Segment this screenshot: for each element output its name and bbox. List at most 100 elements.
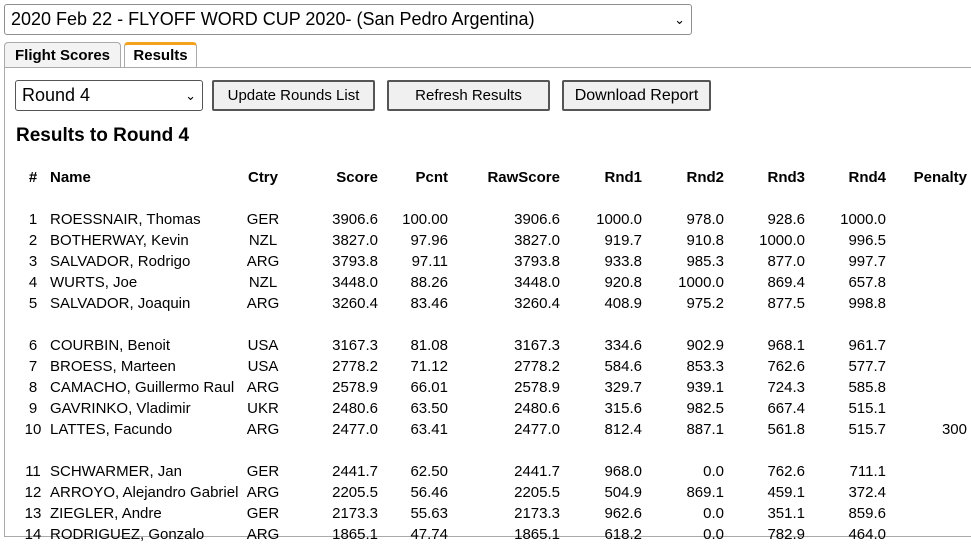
col-rawscore-cell: 2173.3 [514, 505, 560, 522]
col-rnd1-header: Rnd1 [604, 168, 643, 186]
col-num-cell: 1 [28, 211, 38, 228]
col-name-cell: WURTS, Joe [50, 274, 138, 291]
col-num-cell: 8 [28, 379, 38, 396]
col-score-cell: 2477.0 [332, 421, 378, 438]
col-rnd3-cell: 1000.0 [759, 232, 805, 249]
col-ctry-cell: GER [246, 463, 280, 480]
col-penalty-cell [886, 209, 967, 230]
col-name-cell: ZIEGLER, Andre [50, 505, 162, 522]
row-spacer [22, 314, 967, 335]
col-name-cell: SALVADOR, Rodrigo [50, 253, 191, 270]
col-pcnt-cell: 100.00 [402, 211, 448, 228]
event-select[interactable]: 2020 Feb 22 - FLYOFF WORD CUP 2020- (San… [4, 4, 692, 35]
col-rawscore-cell: 2477.0 [514, 421, 560, 438]
col-rnd3-cell: 877.0 [767, 253, 805, 270]
col-num-cell: 3 [28, 253, 38, 270]
col-num-cell: 12 [24, 484, 42, 501]
col-rnd4-cell: 997.7 [848, 253, 886, 270]
col-score-cell: 3260.4 [332, 295, 378, 312]
col-penalty-cell [886, 272, 967, 293]
col-rnd4-cell: 515.7 [848, 421, 886, 438]
row-spacer [22, 188, 967, 209]
col-rnd1-cell: 920.8 [604, 274, 642, 291]
col-num-cell: 14 [24, 526, 42, 543]
col-rnd3-cell: 782.9 [767, 526, 805, 543]
col-penalty-cell [886, 230, 967, 251]
update-rounds-button[interactable]: Update Rounds List [212, 80, 375, 111]
col-rnd3-cell: 762.6 [767, 463, 805, 480]
col-ctry-header: Ctry [247, 168, 278, 186]
col-rawscore-cell: 3260.4 [514, 295, 560, 312]
col-rnd1-cell: 962.6 [604, 505, 642, 522]
col-pcnt-cell: 66.01 [410, 379, 448, 396]
col-rawscore-cell: 3793.8 [514, 253, 560, 270]
tab-results[interactable]: Results [124, 42, 197, 68]
results-table: # Name Ctry Score Pcnt RawScore Rnd1 Rnd2 Rnd3 Rn… [22, 166, 967, 545]
col-rnd3-cell: 459.1 [767, 484, 805, 501]
col-ctry-cell: UKR [247, 400, 279, 417]
col-rnd2-cell: 985.3 [686, 253, 724, 270]
col-rnd4-cell: 464.0 [848, 526, 886, 543]
col-num-cell: 6 [28, 337, 38, 354]
col-score-header: Score [336, 168, 378, 186]
col-penalty-cell: 300 [941, 421, 967, 438]
col-score-cell: 2778.2 [332, 358, 378, 375]
table-row: 6 COURBIN, Benoit USA 3167.3 81.08 3167.3 334.… [22, 335, 967, 356]
col-name-cell: ARROYO, Alejandro Gabriel [50, 484, 239, 501]
table-row: 12 ARROYO, Alejandro Gabriel ARG 2205.5 56.4… [22, 482, 967, 503]
col-pcnt-cell: 55.63 [410, 505, 448, 522]
download-report-button[interactable]: Download Report [562, 80, 711, 111]
col-rnd1-cell: 1000.0 [596, 211, 642, 228]
col-num-header: # [28, 168, 38, 186]
col-name-cell: BOTHERWAY, Kevin [50, 232, 189, 249]
col-rnd2-cell: 0.0 [703, 526, 724, 543]
col-score-cell: 2578.9 [332, 379, 378, 396]
col-penalty-cell [886, 293, 967, 314]
col-score-cell: 2205.5 [332, 484, 378, 501]
col-rnd1-cell: 618.2 [604, 526, 642, 543]
col-rnd2-cell: 1000.0 [678, 274, 724, 291]
table-row: 4 WURTS, Joe NZL 3448.0 88.26 3448.0 920.8 1000… [22, 272, 967, 293]
col-num-cell: 2 [28, 232, 38, 249]
col-rnd2-cell: 939.1 [686, 379, 724, 396]
col-score-cell: 3448.0 [332, 274, 378, 291]
col-ctry-cell: GER [246, 505, 280, 522]
col-ctry-cell: NZL [248, 232, 278, 249]
table-row: 9 GAVRINKO, Vladimir UKR 2480.6 63.50 2480.6 3… [22, 398, 967, 419]
table-row: 8 CAMACHO, Guillermo Raul ARG 2578.9 66.01 25… [22, 377, 967, 398]
col-ctry-cell: USA [247, 337, 279, 354]
col-rnd4-cell: 998.8 [848, 295, 886, 312]
col-name-cell: SCHWARMER, Jan [50, 463, 182, 480]
col-rawscore-cell: 2578.9 [514, 379, 560, 396]
col-ctry-cell: NZL [248, 274, 278, 291]
col-rnd2-cell: 887.1 [686, 421, 724, 438]
results-panel [4, 67, 971, 537]
col-pcnt-cell: 97.11 [411, 253, 448, 270]
col-penalty-cell [886, 524, 967, 545]
col-pcnt-cell: 47.74 [410, 526, 448, 543]
col-pcnt-cell: 56.46 [410, 484, 448, 501]
results-title: Results to Round 4 [16, 125, 190, 146]
col-score-cell: 3793.8 [332, 253, 378, 270]
col-rnd1-cell: 334.6 [604, 337, 642, 354]
table-row: 7 BROESS, Marteen USA 2778.2 71.12 2778.2 584.… [22, 356, 967, 377]
refresh-results-button[interactable]: Refresh Results [387, 80, 550, 111]
col-rnd4-header: Rnd4 [848, 168, 887, 186]
col-rnd1-cell: 933.8 [604, 253, 642, 270]
col-pcnt-cell: 62.50 [410, 463, 448, 480]
col-rnd2-cell: 902.9 [686, 337, 724, 354]
col-rnd2-cell: 0.0 [703, 505, 724, 522]
col-num-cell: 9 [28, 400, 38, 417]
col-pcnt-cell: 71.12 [410, 358, 448, 375]
col-rnd1-cell: 315.6 [604, 400, 642, 417]
col-rawscore-cell: 3448.0 [514, 274, 560, 291]
table-row: 11 SCHWARMER, Jan GER 2441.7 62.50 2441.7 968.… [22, 461, 967, 482]
tab-flight-scores[interactable]: Flight Scores [4, 42, 121, 68]
col-rnd4-cell: 996.5 [848, 232, 886, 249]
chevron-down-icon: ⌄ [674, 12, 685, 27]
round-select-value: Round 4 [22, 85, 91, 105]
col-num-cell: 11 [25, 463, 41, 480]
col-penalty-cell [886, 482, 967, 503]
col-ctry-cell: ARG [246, 253, 280, 270]
round-select[interactable]: Round 4 ⌄ [15, 80, 203, 111]
